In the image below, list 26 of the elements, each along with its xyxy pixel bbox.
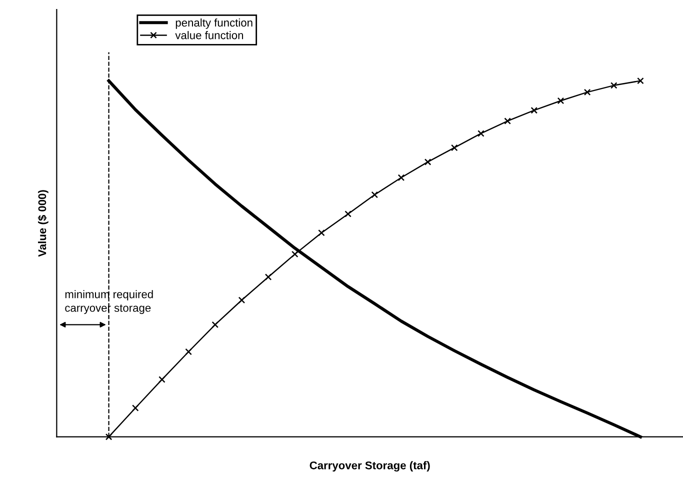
- point: [610, 82, 618, 89]
- point: [185, 348, 192, 356]
- point: [398, 174, 405, 182]
- legend-label: value function: [175, 31, 244, 40]
- point: [264, 274, 272, 280]
- point: [158, 376, 166, 383]
- point: [584, 88, 591, 96]
- point: [344, 210, 352, 218]
- point: [291, 250, 298, 258]
- point: [504, 118, 511, 124]
- point: [530, 106, 538, 114]
- annotation: minimum required carryover storage: [65, 290, 153, 314]
- x-axis-title: Carryover Storage (taf): [310, 461, 430, 472]
- point: [132, 404, 139, 412]
- point: [105, 433, 112, 440]
- point: [424, 158, 432, 166]
- point: [212, 321, 219, 328]
- point: [371, 191, 378, 198]
- point: [637, 77, 644, 84]
- point: [557, 97, 564, 104]
- point: [478, 130, 484, 137]
- point: [238, 296, 246, 304]
- point: [318, 229, 325, 236]
- point: [450, 144, 458, 152]
- y-axis-title: Value ($ 000): [38, 190, 48, 257]
- legend-label: penalty function: [176, 18, 252, 29]
